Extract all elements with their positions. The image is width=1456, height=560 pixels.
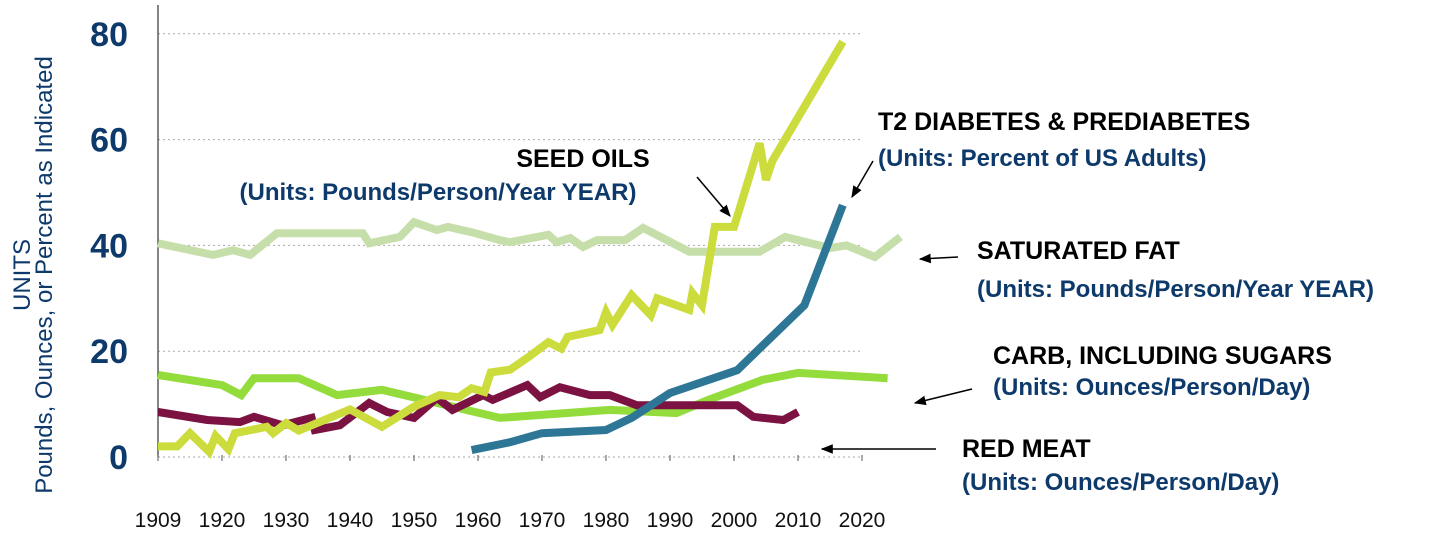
t2-diabetes-units: (Units: Percent of US Adults): [878, 145, 1206, 172]
x-tick-label: 1950: [391, 509, 438, 532]
t2-diabetes-arrow: [851, 160, 874, 199]
carb-arrow: [913, 388, 973, 406]
seed-oils-arrow: [696, 176, 731, 217]
x-tick-label: 2000: [711, 509, 758, 532]
carb-label: CARB, INCLUDING SUGARS: [993, 342, 1332, 370]
x-tick-label: 1920: [199, 509, 246, 532]
x-tick-label: 1960: [455, 509, 502, 532]
y-tick-label: 60: [90, 122, 128, 160]
y-tick-label: 80: [90, 16, 128, 54]
annotation-red-meat: RED MEAT (Units: Ounces/Person/Day): [820, 435, 1279, 496]
x-tick-label: 1980: [583, 509, 630, 532]
seed-oils-label: SEED OILS: [516, 145, 649, 173]
carb-units: (Units: Ounces/Person/Day): [993, 374, 1310, 401]
red-meat-label: RED MEAT: [962, 435, 1091, 463]
saturated-fat-units: (Units: Pounds/Person/Year YEAR): [977, 276, 1374, 303]
series-line-carb-including-sugars: [157, 368, 888, 422]
x-tick-label: 1930: [263, 509, 310, 532]
series-line-t2-diabetes-prediabetes: [470, 203, 847, 455]
annotation-seed-oils: SEED OILS (Units: Pounds/Person/Year YEA…: [240, 145, 731, 217]
x-axis-ticks: 1909 1920 1930 1940 1950 1960 1970 1980 1990 2000…: [135, 455, 886, 532]
x-tick-label: 1970: [519, 509, 566, 532]
y-axis-ticks: 0 20 40 60 80: [90, 16, 128, 477]
x-tick-label: 2010: [775, 509, 822, 532]
y-tick-label: 40: [90, 227, 128, 265]
red-meat-units: (Units: Ounces/Person/Day): [962, 469, 1279, 496]
y-tick-label: 20: [90, 333, 128, 371]
y-tick-label: 0: [109, 439, 128, 477]
series-line-seed-oils: [158, 39, 847, 459]
x-tick-label: 1909: [135, 509, 182, 532]
x-tick-label: 1940: [327, 509, 374, 532]
saturated-fat-arrow: [918, 253, 959, 264]
annotation-t2-diabetes: T2 DIABETES & PREDIABETES (Units: Percen…: [851, 108, 1250, 199]
series-line-saturated-fat: [157, 217, 903, 262]
annotation-carb: CARB, INCLUDING SUGARS (Units: Ounces/Pe…: [913, 342, 1332, 406]
series-group: [157, 39, 903, 459]
annotation-saturated-fat: SATURATED FAT (Units: Pounds/Person/Year…: [918, 237, 1374, 303]
seed-oils-units: (Units: Pounds/Person/Year YEAR): [240, 179, 637, 206]
x-tick-label: 2020: [839, 509, 886, 532]
y-axis-title: UNITS Pounds, Ounces, or Percent as Indi…: [9, 56, 58, 494]
y-axis-title-line2: Pounds, Ounces, or Percent as Indicated: [31, 56, 58, 494]
y-axis-title-line1: UNITS: [9, 239, 36, 311]
x-tick-label: 1990: [647, 509, 694, 532]
saturated-fat-label: SATURATED FAT: [977, 237, 1180, 265]
t2-diabetes-label: T2 DIABETES & PREDIABETES: [878, 108, 1250, 136]
